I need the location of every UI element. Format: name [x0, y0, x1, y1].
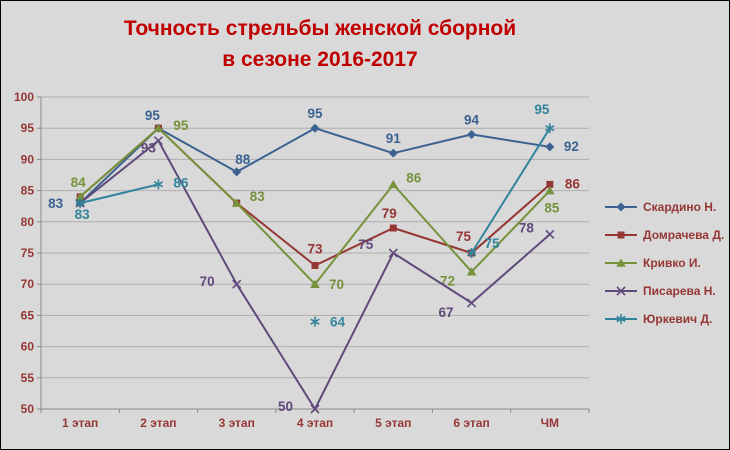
legend-label: Юркевич Д.: [643, 312, 713, 326]
svg-text:5 этап: 5 этап: [375, 416, 411, 430]
svg-text:100: 100: [14, 90, 34, 104]
svg-text:93: 93: [141, 141, 157, 156]
svg-text:70: 70: [21, 277, 35, 291]
legend-label: Скардино Н.: [643, 200, 717, 214]
legend-marker-square-icon: [605, 231, 637, 239]
svg-text:95: 95: [173, 118, 189, 133]
svg-text:64: 64: [330, 315, 346, 330]
svg-text:67: 67: [439, 305, 454, 320]
svg-text:83: 83: [250, 189, 266, 204]
legend-marker-triangle-icon: [605, 258, 637, 267]
svg-text:75: 75: [456, 229, 472, 244]
svg-text:4 этап: 4 этап: [297, 416, 333, 430]
svg-text:86: 86: [173, 175, 189, 190]
svg-text:85: 85: [544, 201, 560, 216]
legend-item-skardino: Скардино Н.: [603, 193, 729, 221]
svg-text:1 этап: 1 этап: [62, 416, 98, 430]
svg-text:60: 60: [21, 340, 35, 354]
svg-text:73: 73: [307, 241, 323, 256]
svg-text:95: 95: [145, 108, 161, 123]
legend-label: Кривко И.: [643, 256, 701, 270]
legend-marker-x-icon: [605, 286, 637, 296]
x-axis-labels: 1 этап 2 этап 3 этап 4 этап 5 этап 6 этап ЧМ: [62, 416, 559, 430]
svg-text:95: 95: [307, 106, 323, 121]
legend-item-pisareva: Писарева Н.: [603, 277, 729, 305]
svg-text:83: 83: [75, 207, 91, 222]
legend-item-krivko: Кривко И.: [603, 249, 729, 277]
svg-text:50: 50: [278, 399, 293, 414]
chart-title-line1: Точность стрельбы женской сборной: [123, 17, 517, 40]
svg-text:79: 79: [382, 206, 397, 221]
svg-text:75: 75: [485, 236, 501, 251]
legend-marker-diamond-icon: [605, 202, 637, 212]
svg-text:86: 86: [406, 170, 422, 185]
svg-text:2 этап: 2 этап: [140, 416, 176, 430]
svg-text:70: 70: [200, 274, 215, 289]
svg-text:83: 83: [48, 196, 64, 211]
series-0: 83 95 88 95 91 94 92: [48, 106, 579, 211]
svg-text:75: 75: [21, 246, 35, 260]
svg-text:95: 95: [21, 121, 35, 135]
svg-text:95: 95: [534, 102, 550, 117]
svg-text:94: 94: [464, 112, 480, 127]
gridlines: [41, 96, 589, 379]
svg-text:50: 50: [21, 402, 35, 416]
y-axis-labels: 50 55 60 65 70 75 80 85 90 95 100: [14, 90, 34, 416]
legend-label: Писарева Н.: [643, 284, 716, 298]
series-4: 83 86 64 75 95: [75, 102, 555, 330]
svg-text:86: 86: [565, 176, 581, 191]
svg-text:55: 55: [21, 371, 35, 385]
svg-text:92: 92: [564, 139, 579, 154]
chart-title: Точность стрельбы женской сборной в сезо…: [37, 13, 603, 75]
svg-text:3 этап: 3 этап: [219, 416, 255, 430]
svg-text:84: 84: [71, 175, 87, 190]
svg-text:ЧМ: ЧМ: [541, 416, 559, 430]
legend: Скардино Н. Домрачева Д. Кривко И. Писар…: [603, 193, 729, 333]
svg-text:80: 80: [21, 215, 35, 229]
svg-text:70: 70: [329, 277, 344, 292]
svg-text:65: 65: [21, 308, 35, 322]
svg-text:85: 85: [21, 184, 35, 198]
svg-text:6 этап: 6 этап: [453, 416, 489, 430]
svg-text:91: 91: [386, 131, 402, 146]
chart-title-line2: в сезоне 2016-2017: [222, 48, 418, 71]
legend-item-yurkevich: Юркевич Д.: [603, 305, 729, 333]
svg-text:88: 88: [235, 152, 251, 167]
series-3: 93 70 50 75 67 78: [75, 136, 555, 414]
svg-text:90: 90: [21, 152, 35, 166]
svg-text:78: 78: [519, 220, 535, 235]
svg-text:75: 75: [358, 237, 374, 252]
legend-marker-asterisk-icon: [605, 314, 637, 324]
legend-item-domracheva: Домрачева Д.: [603, 221, 729, 249]
legend-label: Домрачева Д.: [643, 228, 725, 242]
